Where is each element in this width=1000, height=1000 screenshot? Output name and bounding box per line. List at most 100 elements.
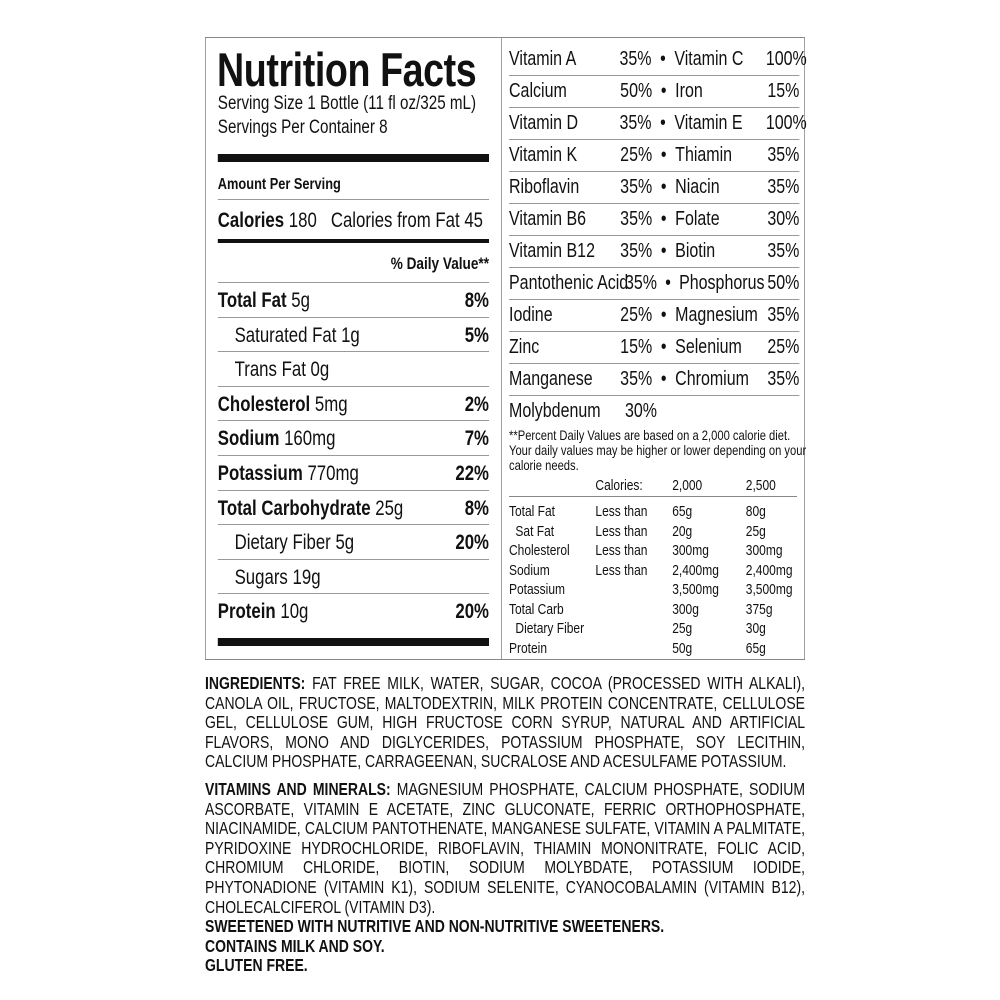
divider (217, 455, 490, 456)
vitamin-name: Iron (675, 79, 703, 102)
vitamin-name: Zinc (509, 335, 540, 358)
vitamin-pct: 35% (620, 239, 653, 262)
nutrient-row: Trans Fat 0g (218, 358, 489, 382)
vitamin-name: Folate (675, 207, 720, 230)
dv-cell: Sat Fat (515, 522, 555, 540)
nutrient-amount: 5g (335, 531, 355, 555)
nutrient-name-amount: Total Fat 5g (218, 289, 310, 313)
vitamin-pct: 35% (767, 143, 800, 166)
vitamin-pct: 35% (767, 303, 800, 326)
dv-cell: Calories: (595, 477, 643, 494)
nutrient-row: Dietary Fiber 5g 20% (218, 531, 489, 555)
divider (217, 316, 490, 318)
nutrient-name: Potassium (217, 462, 303, 485)
vitamin-pct: 35% (619, 47, 652, 70)
vitamin-name: Vitamin A (509, 47, 577, 70)
nutrient-name-amount: Trans Fat 0g (235, 358, 330, 382)
allergen-statement: CONTAINS MILK AND SOY. (205, 935, 385, 956)
vitamin-row: Pantothenic Acid 35% • Phosphorus 50% (509, 267, 800, 300)
nutrient-row: Protein 10g 20% (218, 600, 489, 624)
divider (217, 282, 490, 283)
nutrient-name-amount: Sugars 19g (235, 566, 321, 590)
vitamin-row: Zinc 15% • Selenium 25% (509, 331, 800, 364)
dv-cell: 50g (672, 639, 693, 657)
nutrient-name-amount: Protein 10g (218, 600, 309, 624)
vitamin-pct: 35% (767, 239, 800, 262)
nutrient-name: Dietary Fiber (234, 531, 331, 555)
nutrient-amount: 0g (310, 358, 330, 382)
vitamin-row: Iodine 25% • Magnesium 35% (509, 299, 800, 332)
vitamins-minerals-text: MAGNESIUM PHOSPHATE, CALCIUM PHOSPHATE, … (205, 778, 805, 917)
dv-cell: Dietary Fiber (515, 620, 585, 637)
vitamin-pct: 15% (767, 79, 800, 102)
vitamin-pct: 100% (765, 47, 807, 70)
bullet-icon: • (660, 111, 666, 134)
vitamin-pct: 100% (765, 111, 807, 134)
nutrient-row: Cholesterol 5mg 2% (218, 393, 489, 417)
nutrient-daily-value: 7% (464, 427, 489, 451)
calories-label: Calories (217, 209, 285, 232)
bullet-icon: • (660, 303, 667, 326)
nutrient-name: Saturated Fat (234, 323, 337, 347)
vitamin-name: Thiamin (675, 143, 733, 166)
divider (217, 524, 490, 526)
nutrient-amount: 19g (292, 565, 321, 589)
vitamin-pct: 35% (620, 175, 653, 198)
vitamin-row: Vitamin D 35% • Vitamin E 100% (509, 107, 807, 140)
nutrient-amount: 770mg (307, 462, 359, 485)
nutrient-name: Sugars (234, 565, 288, 589)
nutrient-row: Total Carbohydrate 25g 8% (218, 497, 489, 521)
bullet-icon: • (660, 143, 667, 166)
nutrient-name: Sodium (217, 427, 280, 451)
daily-value-header: % Daily Value** (390, 254, 489, 273)
divider (217, 199, 490, 200)
nutrient-daily-value: 20% (455, 531, 489, 555)
dv-cell: 375g (745, 600, 773, 618)
dv-cell: 300g (672, 600, 699, 618)
vitamin-pct: 35% (625, 271, 658, 294)
nutrient-amount: 160mg (284, 427, 336, 451)
nutrient-name-amount: Potassium 770mg (218, 462, 359, 486)
vitamin-name: Vitamin D (509, 111, 579, 134)
dv-cell: 3,500mg (672, 581, 719, 598)
bullet-icon: • (665, 271, 671, 294)
product-label: Nutrition Facts Serving Size 1 Bottle (1… (205, 0, 807, 1000)
dv-cell: 2,000 (672, 477, 703, 494)
divider (509, 496, 797, 497)
vitamin-name: Biotin (675, 239, 716, 262)
dv-cell: 2,500 (745, 477, 776, 494)
nutrient-daily-value: 20% (455, 600, 489, 624)
dv-cell: Protein (509, 639, 548, 657)
nutrient-amount: 25g (375, 496, 404, 520)
vitamin-name: Calcium (509, 79, 567, 102)
thick-divider (217, 154, 490, 162)
dv-cell: Total Carb (509, 600, 564, 618)
calories-row: Calories 180 Calories from Fat 45 (218, 209, 489, 233)
bullet-icon: • (660, 47, 666, 70)
vitamins-minerals-paragraph: VITAMINS AND MINERALS: MAGNESIUM PHOSPHA… (205, 778, 805, 917)
dv-cell: 300mg (745, 542, 783, 559)
nutrient-name: Total Carbohydrate (217, 496, 371, 520)
daily-value-footnote: **Percent Daily Values are based on a 2,… (509, 427, 807, 473)
nutrient-name-amount: Total Carbohydrate 25g (218, 497, 403, 521)
nutrient-amount: 5mg (314, 392, 348, 416)
vitamin-pct: 15% (620, 335, 653, 358)
vitamins-column: Vitamin A 35% • Vitamin C 100% Calcium 50% • Iro… (501, 38, 807, 659)
nutrient-name: Trans Fat (234, 358, 306, 382)
divider (217, 351, 490, 353)
sweetener-statement: SWEETENED WITH NUTRITIVE AND NON-NUTRITI… (205, 916, 665, 937)
vitamin-name: Chromium (675, 367, 749, 390)
dv-cell: Less than (595, 542, 648, 559)
vitamin-name: Vitamin C (674, 47, 744, 70)
nutrient-name-amount: Saturated Fat 1g (235, 324, 360, 348)
calories-value: 180 (288, 209, 317, 232)
dv-cell: 80g (745, 503, 766, 520)
nutrient-daily-value: 22% (455, 462, 489, 485)
vitamin-pct: 35% (767, 175, 800, 198)
ingredients-text: FAT FREE MILK, WATER, SUGAR, COCOA (PROC… (205, 673, 805, 772)
vitamin-name: Selenium (675, 335, 742, 358)
bullet-icon: • (660, 79, 667, 102)
nutrient-daily-value: 8% (464, 496, 489, 520)
vitamin-name: Molybdenum (509, 399, 601, 422)
dv-cell: Sodium (509, 561, 550, 579)
